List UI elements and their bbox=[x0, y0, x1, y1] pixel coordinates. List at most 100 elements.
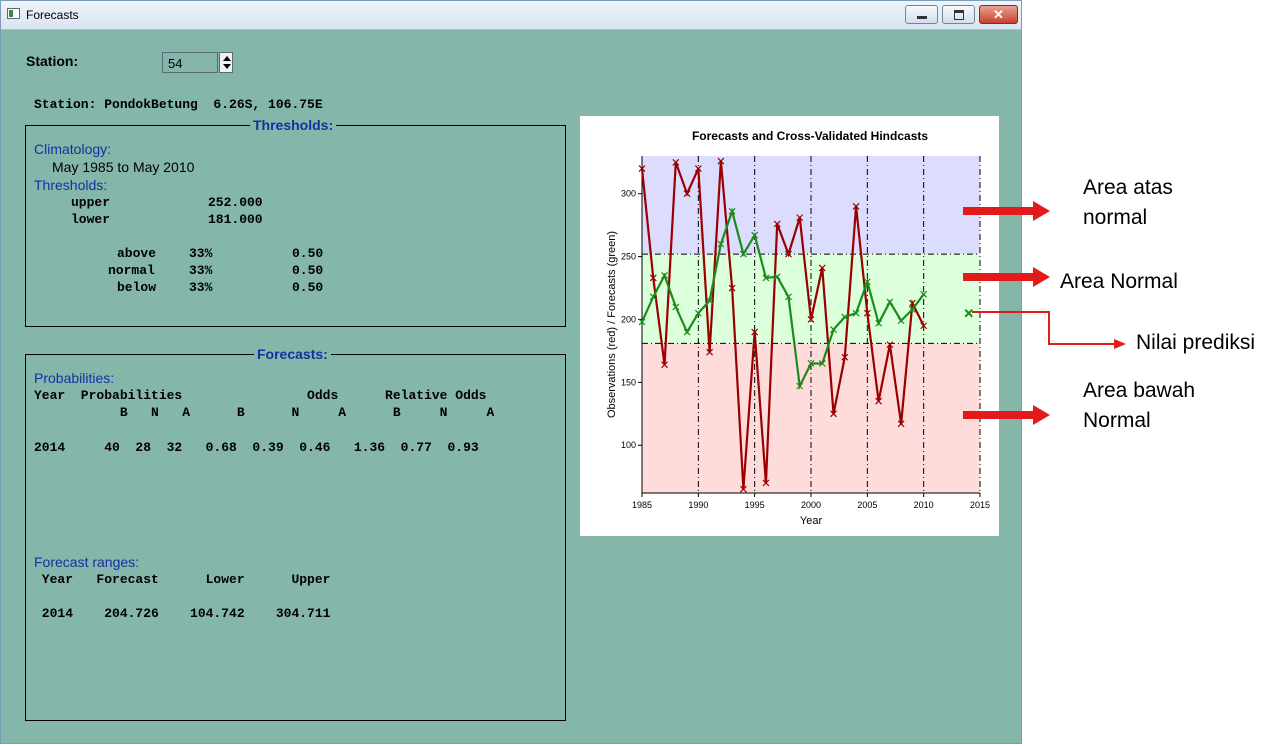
y-tick-label-150: 150 bbox=[621, 377, 636, 387]
point-forecasts-2007 bbox=[886, 298, 894, 306]
point-forecasts-1996 bbox=[762, 274, 770, 282]
point-forecasts-2009 bbox=[908, 305, 916, 313]
app-icon bbox=[7, 8, 20, 19]
climatology-period: May 1985 to May 2010 bbox=[52, 159, 195, 175]
point-observations-2004 bbox=[852, 202, 860, 210]
point-forecasts-1997 bbox=[773, 273, 781, 281]
point-observations-1998 bbox=[785, 250, 792, 258]
annotation-above-normal: Area atas normal bbox=[1083, 173, 1173, 233]
point-observations-1990 bbox=[694, 165, 702, 172]
point-observations-1993 bbox=[728, 284, 736, 292]
normal-pct: 33% bbox=[189, 263, 213, 278]
probabilities-header: Year Probabilities Odds Relative Odds bbox=[34, 388, 487, 403]
annotation-below-normal: Area bawah Normal bbox=[1083, 376, 1195, 436]
spin-up-icon[interactable] bbox=[223, 56, 231, 61]
point-observations-2003 bbox=[841, 353, 849, 361]
point-forecasts-2000 bbox=[807, 360, 815, 367]
forecast-ranges-header: Year Forecast Lower Upper bbox=[34, 572, 331, 587]
point-forecasts-1999 bbox=[796, 382, 804, 390]
forecast-ranges-row: 2014 204.726 104.742 304.711 bbox=[34, 606, 331, 621]
lower-value: 181.000 bbox=[208, 212, 263, 227]
point-observations-1986 bbox=[649, 274, 657, 282]
forecast-chart: 1985 1990 1995 2000 2005 2010 2015 100 150 200 250… bbox=[580, 116, 999, 536]
point-forecasts-1988 bbox=[672, 303, 680, 311]
point-forecasts-1992 bbox=[717, 240, 725, 248]
station-input[interactable]: 54 bbox=[162, 52, 218, 73]
point-forecasts-2001 bbox=[818, 360, 826, 367]
forecasts-window: Forecasts ✕ Station: 54 Station: PondokB… bbox=[0, 0, 1022, 744]
point-observations-1995 bbox=[751, 328, 759, 336]
upper-value: 252.000 bbox=[208, 195, 263, 210]
x-axis-label: Year bbox=[800, 515, 823, 527]
above-pct: 33% bbox=[189, 246, 213, 261]
y-tick-label-300: 300 bbox=[621, 189, 636, 199]
point-observations-2001 bbox=[818, 264, 826, 272]
point-forecasts-2008 bbox=[897, 317, 905, 325]
window-title: Forecasts bbox=[26, 8, 79, 22]
normal-label: normal bbox=[108, 263, 155, 278]
station-info: Station: PondokBetung 6.26S, 106.75E bbox=[34, 97, 323, 112]
title-bar[interactable]: Forecasts ✕ bbox=[1, 1, 1021, 30]
point-forecasts-1991 bbox=[706, 297, 714, 305]
point-observations-2005 bbox=[863, 309, 871, 317]
below-label: below bbox=[117, 280, 157, 295]
point-forecasts-2004 bbox=[852, 309, 860, 317]
station-spinner[interactable] bbox=[219, 52, 233, 73]
point-observations-1991 bbox=[706, 348, 714, 356]
probabilities-row: 2014 40 28 32 0.68 0.39 0.46 1.36 0.77 0… bbox=[34, 440, 479, 455]
point-observations-1992 bbox=[717, 157, 725, 165]
forecasts-group-title: Forecasts: bbox=[254, 346, 331, 362]
above-odds: 0.50 bbox=[292, 246, 324, 261]
minimize-button[interactable] bbox=[905, 5, 938, 24]
forecast-chart-svg: 1985 1990 1995 2000 2005 2010 2015 100 150 200 250… bbox=[606, 129, 990, 527]
thresholds-group-title: Thresholds: bbox=[250, 117, 337, 133]
x-tick-label-2000: 2000 bbox=[801, 500, 821, 510]
point-observations-1997 bbox=[773, 220, 781, 228]
point-observations-2008 bbox=[897, 420, 905, 428]
x-tick-label-2010: 2010 bbox=[914, 500, 934, 510]
annotation-normal: Area Normal bbox=[1060, 270, 1178, 293]
above-label: above bbox=[117, 246, 157, 261]
x-tick-label-1995: 1995 bbox=[745, 500, 765, 510]
annotation-above-line2: normal bbox=[1083, 206, 1148, 229]
point-forecasts-1987 bbox=[661, 272, 668, 279]
climatology-label: Climatology: bbox=[34, 141, 112, 157]
lower-label: lower bbox=[71, 212, 111, 227]
y-tick-label-200: 200 bbox=[621, 314, 636, 324]
maximize-button[interactable] bbox=[942, 5, 975, 24]
point-forecasts-1985 bbox=[638, 318, 646, 326]
point-observations-1987 bbox=[661, 361, 668, 369]
point-observations-1988 bbox=[672, 158, 680, 166]
point-observations-2000 bbox=[807, 316, 815, 323]
x-tick-label-2015: 2015 bbox=[970, 500, 990, 510]
point-forecasts-2005 bbox=[863, 278, 871, 286]
upper-label: upper bbox=[71, 195, 111, 210]
point-forecasts-2006 bbox=[875, 319, 883, 327]
point-observations-2010 bbox=[920, 322, 928, 330]
point-forecasts-1994 bbox=[739, 250, 747, 258]
probabilities-subheader: B N A B N A B N A bbox=[34, 405, 495, 420]
point-forecasts-2003 bbox=[841, 313, 849, 321]
close-button[interactable]: ✕ bbox=[979, 5, 1018, 24]
point-observations-1996 bbox=[762, 479, 770, 487]
point-observations-1985 bbox=[638, 165, 646, 172]
close-icon: ✕ bbox=[993, 6, 1004, 22]
below-odds: 0.50 bbox=[292, 280, 324, 295]
point-forecasts-1990 bbox=[694, 309, 702, 317]
series-line-forecasts bbox=[640, 207, 925, 390]
annotation-prediction: Nilai prediksi bbox=[1136, 331, 1256, 354]
point-observations-1999 bbox=[796, 214, 804, 222]
below-pct: 33% bbox=[189, 280, 213, 295]
point-forecasts-2002 bbox=[830, 326, 837, 333]
point-observations-2007 bbox=[886, 341, 894, 349]
normal-odds: 0.50 bbox=[292, 263, 324, 278]
minimize-icon bbox=[916, 16, 927, 19]
point-forecasts-2010 bbox=[920, 290, 928, 298]
prediction-point-2014 bbox=[964, 308, 973, 318]
spin-down-icon[interactable] bbox=[223, 64, 231, 69]
annotation-above-line1: Area atas bbox=[1083, 176, 1173, 199]
y-tick-label-100: 100 bbox=[621, 440, 636, 450]
annotation-below-line1: Area bawah bbox=[1083, 379, 1196, 402]
y-axis-label: Observations (red) / Forecasts (green) bbox=[606, 231, 618, 418]
probabilities-label: Probabilities: bbox=[34, 370, 115, 386]
